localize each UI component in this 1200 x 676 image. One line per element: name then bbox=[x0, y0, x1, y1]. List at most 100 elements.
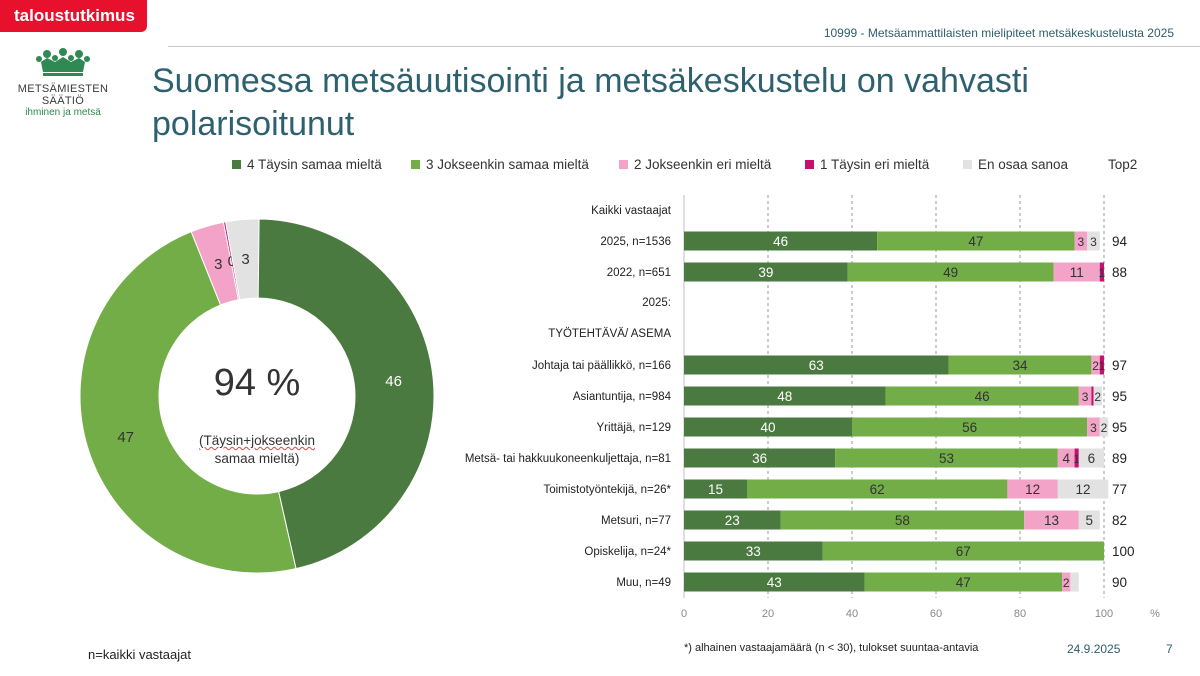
bar-segment bbox=[1078, 386, 1092, 406]
bar-segment bbox=[684, 231, 878, 251]
row-label: Opiskelija, n=24* bbox=[584, 546, 671, 558]
bar-value-label: 15 bbox=[708, 482, 723, 497]
bar-segment bbox=[684, 448, 836, 468]
donut-center-label: (Täysin+jokseenkin samaa mieltä) bbox=[157, 432, 357, 468]
top2-value: 89 bbox=[1112, 451, 1127, 466]
bar-segment bbox=[684, 510, 781, 530]
row-label: 2022, n=651 bbox=[607, 267, 671, 279]
row-label: Yrittäjä, n=129 bbox=[597, 422, 671, 434]
bar-segment bbox=[1099, 417, 1109, 437]
bar-value-label: 12 bbox=[1075, 482, 1090, 497]
x-tick-label: 60 bbox=[930, 608, 942, 620]
bar-segment bbox=[885, 386, 1079, 406]
legend-swatch bbox=[805, 160, 814, 169]
bar-value-label: 58 bbox=[895, 513, 910, 528]
bar-segment bbox=[1099, 355, 1104, 375]
bar-segment bbox=[864, 572, 1062, 592]
bar-value-label: 46 bbox=[773, 234, 788, 249]
bar-value-label: 33 bbox=[746, 544, 761, 559]
bar-segment bbox=[1024, 510, 1079, 530]
donut-slice-label: 3 bbox=[214, 256, 222, 273]
logo: METSÄMIESTEN SÄÄTIÖ ihminen ja metsä bbox=[8, 48, 118, 118]
bar-value-label: 11 bbox=[1070, 265, 1084, 280]
bar-value-label: 63 bbox=[809, 358, 824, 373]
donut-slice bbox=[225, 218, 260, 301]
bar-segment bbox=[684, 355, 949, 375]
legend-top2: Top2 bbox=[1108, 157, 1138, 172]
bar-value-label: 47 bbox=[956, 575, 971, 590]
bar-value-label: 47 bbox=[968, 234, 983, 249]
legend-item: 2 Jokseenkin eri mieltä bbox=[619, 157, 771, 172]
row-label: Toimistotyöntekijä, n=26* bbox=[543, 484, 671, 496]
bar-segment bbox=[1057, 448, 1075, 468]
row-label: Muu, n=49 bbox=[616, 577, 671, 589]
row-label: Asiantuntija, n=984 bbox=[573, 391, 672, 403]
legend-label: 3 Jokseenkin samaa mieltä bbox=[426, 157, 589, 172]
legend-label: 1 Täysin eri mieltä bbox=[820, 157, 930, 172]
bar-segment bbox=[948, 355, 1092, 375]
legend-swatch bbox=[411, 160, 420, 169]
bar-value-label: 2 bbox=[1092, 359, 1099, 373]
bar-segment bbox=[847, 262, 1054, 282]
row-label: 2025, n=1536 bbox=[600, 236, 671, 248]
bar-value-label: 12 bbox=[1025, 482, 1040, 497]
legend-label: 2 Jokseenkin eri mieltä bbox=[634, 157, 772, 172]
bar-value-label: 2 bbox=[1063, 576, 1070, 590]
bar-value-label: 62 bbox=[870, 482, 885, 497]
legend-swatch bbox=[963, 160, 972, 169]
bar-value-label: 23 bbox=[725, 513, 740, 528]
x-tick-label: 0 bbox=[681, 608, 687, 620]
bar-segment bbox=[1057, 479, 1109, 499]
bar-value-label: 2 bbox=[1094, 390, 1101, 404]
bar-segment bbox=[1074, 448, 1079, 468]
bar-segment bbox=[1078, 510, 1100, 530]
bar-segment bbox=[684, 541, 823, 561]
bar-segment bbox=[684, 386, 886, 406]
legend-item: 4 Täysin samaa mieltä bbox=[232, 157, 382, 172]
x-tick-label: 20 bbox=[762, 608, 774, 620]
sample-note: *) alhainen vastaajamäärä (n < 30), tulo… bbox=[684, 642, 979, 654]
legend: 4 Täysin samaa mieltä 3 Jokseenkin samaa… bbox=[232, 157, 1172, 177]
top2-value: 95 bbox=[1112, 420, 1127, 435]
donut-slice-label: 3 bbox=[241, 251, 249, 268]
logo-name: METSÄMIESTEN SÄÄTIÖ bbox=[17, 83, 109, 107]
donut-center-label-line1: (Täysin+jokseenkin bbox=[199, 433, 315, 448]
top2-value: 77 bbox=[1112, 482, 1127, 497]
bar-segment bbox=[877, 231, 1075, 251]
bar-segment bbox=[1091, 386, 1094, 406]
x-tick-label: 80 bbox=[1014, 608, 1026, 620]
page-number: 7 bbox=[1166, 642, 1173, 656]
top2-value: 88 bbox=[1112, 265, 1127, 280]
legend-item: 3 Jokseenkin samaa mieltä bbox=[411, 157, 589, 172]
bar-value-label: 13 bbox=[1044, 513, 1059, 528]
legend-label: 4 Täysin samaa mieltä bbox=[247, 157, 382, 172]
report-id: 10999 - Metsäammattilaisten mielipiteet … bbox=[823, 26, 1174, 40]
donut-slice-label: 46 bbox=[385, 373, 402, 390]
bar-value-label: 3 bbox=[1082, 390, 1089, 404]
donut-slice-label: 0 bbox=[228, 253, 236, 270]
legend-swatch bbox=[232, 160, 241, 169]
bar-value-label: 3 bbox=[1090, 235, 1097, 249]
row-header-label: TYÖTEHTÄVÄ/ ASEMA bbox=[548, 328, 671, 340]
bar-segment bbox=[684, 417, 852, 437]
top2-value: 94 bbox=[1112, 234, 1128, 249]
legend-swatch bbox=[619, 160, 628, 169]
bar-value-label: 2 bbox=[1101, 421, 1108, 435]
bar-value-label: 43 bbox=[767, 575, 782, 590]
donut-center-value: 94 % bbox=[213, 362, 301, 404]
bar-value-label: 4 bbox=[1062, 451, 1070, 466]
bar-segment bbox=[684, 262, 848, 282]
donut-slice bbox=[222, 221, 241, 301]
bar-value-label: 39 bbox=[758, 265, 773, 280]
date: 24.9.2025 bbox=[1067, 642, 1121, 656]
top2-value: 97 bbox=[1112, 358, 1127, 373]
bar-segment bbox=[1087, 417, 1100, 437]
bar-segment bbox=[780, 510, 1025, 530]
header-divider bbox=[168, 46, 1200, 47]
bar-segment bbox=[1091, 355, 1100, 375]
legend-item: 1 Täysin eri mieltä bbox=[805, 157, 929, 172]
bar-segment bbox=[747, 479, 1008, 499]
bar-value-label: 1 bbox=[1099, 359, 1106, 373]
bar-value-label: 36 bbox=[752, 451, 767, 466]
brand-tag: taloustutkimus bbox=[0, 0, 147, 32]
